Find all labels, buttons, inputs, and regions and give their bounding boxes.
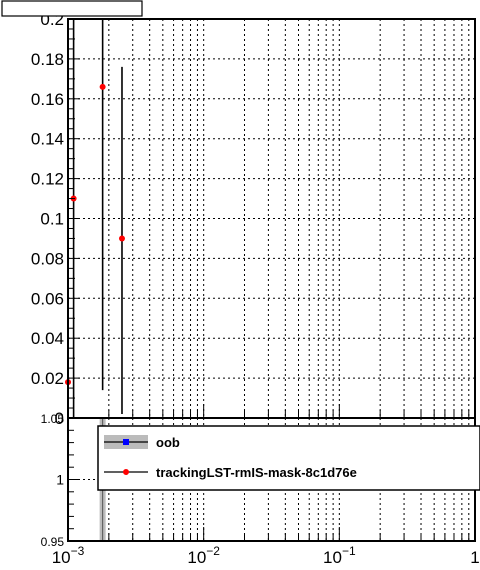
y-tick-label: 0.02 bbox=[31, 369, 64, 388]
ratio-y-tick-label: 0.95 bbox=[41, 535, 65, 549]
x-tick-label: 10−3 bbox=[52, 544, 85, 567]
y-tick-label: 0 bbox=[55, 409, 64, 428]
data-point bbox=[118, 235, 125, 242]
ratio-y-tick-label: 1 bbox=[56, 472, 64, 488]
y-tick-label: 0.04 bbox=[31, 329, 64, 348]
legend-marker-square bbox=[123, 439, 129, 445]
axis-tick-labels: 00.020.040.060.080.10.120.140.160.180.20… bbox=[31, 10, 480, 567]
title-box-frame bbox=[1, 0, 143, 17]
y-tick-label: 0.06 bbox=[31, 289, 64, 308]
title-box bbox=[1, 0, 143, 17]
legend: oob trackingLST-rmIS-mask-8c1d76e bbox=[97, 425, 480, 491]
x-tick-label: 1 bbox=[470, 548, 479, 567]
legend-label: trackingLST-rmIS-mask-8c1d76e bbox=[156, 465, 357, 480]
x-tick-label: 10−2 bbox=[187, 544, 220, 567]
ratio-y-tick-label: 1.05 bbox=[41, 412, 65, 426]
legend-marker-circle bbox=[123, 469, 129, 475]
axis-ticks bbox=[67, 18, 476, 542]
y-tick-label: 0.16 bbox=[31, 90, 64, 109]
y-tick-label: 0.12 bbox=[31, 170, 64, 189]
y-tick-label: 0.18 bbox=[31, 50, 64, 69]
y-tick-label: 0.14 bbox=[31, 130, 64, 149]
legend-label: oob bbox=[156, 435, 180, 450]
data-point bbox=[99, 83, 106, 90]
x-tick-label: 10−1 bbox=[323, 544, 356, 567]
legend-box bbox=[97, 425, 480, 491]
y-tick-label: 0.08 bbox=[31, 249, 64, 268]
y-tick-label: 0.1 bbox=[40, 210, 64, 229]
